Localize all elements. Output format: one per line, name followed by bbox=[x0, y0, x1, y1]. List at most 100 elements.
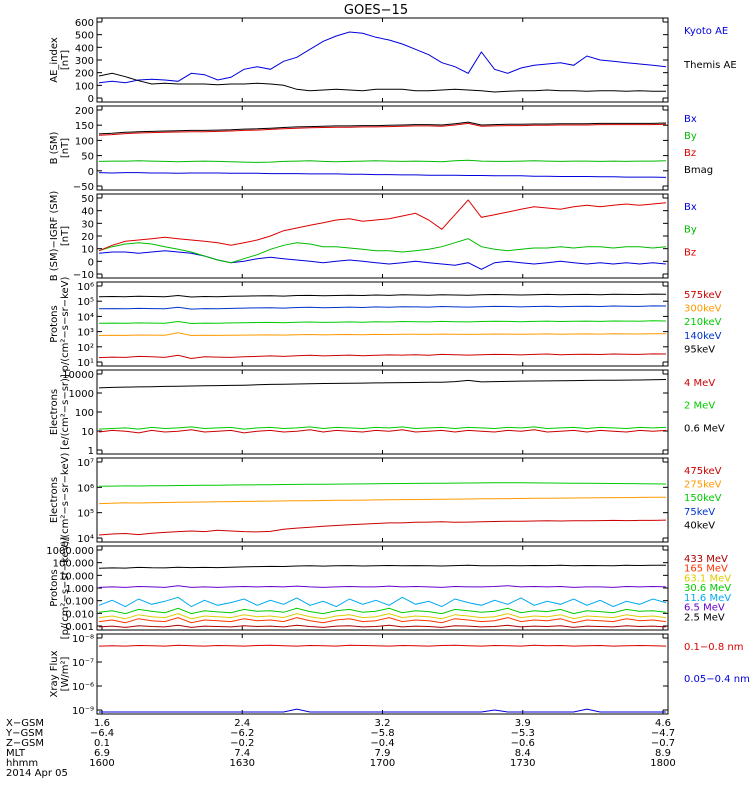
footer-x-gsm-value: 4.6 bbox=[655, 718, 671, 729]
legend-entry: 2.5 MeV bbox=[684, 612, 725, 623]
y-tick-label: 20 bbox=[81, 232, 94, 243]
footer-x-gsm-value: 3.2 bbox=[375, 718, 391, 729]
series-line-140kev bbox=[98, 305, 667, 310]
footer-x-gsm-value: 1.6 bbox=[94, 718, 110, 729]
series-line-6-5-mev bbox=[98, 585, 667, 588]
y-tick-label: 0 bbox=[88, 257, 94, 268]
y-axis-label-line: Protons bbox=[49, 305, 60, 342]
legend-entry: 0.05−0.4 nm bbox=[684, 674, 750, 685]
y-tick-label: 10⁷ bbox=[77, 458, 94, 469]
legend-entry: 433 MeV bbox=[684, 554, 728, 565]
y-tick-label: 30 bbox=[81, 219, 94, 230]
y-axis-label-line: AE_index bbox=[49, 37, 60, 83]
y-tick-label: 10⁵ bbox=[77, 509, 94, 520]
footer-mlt-value: 6.9 bbox=[94, 748, 110, 759]
footer-y-gsm-value: −6.4 bbox=[90, 728, 114, 739]
legend-entry: 275keV bbox=[684, 480, 722, 491]
y-axis-label-line: [nT] bbox=[60, 138, 71, 158]
footer-mlt-value: 8.9 bbox=[655, 748, 671, 759]
legend-entry: 63.1 MeV bbox=[684, 573, 731, 584]
y-tick-label: 50 bbox=[81, 152, 94, 163]
footer-mlt-value: 7.9 bbox=[375, 748, 391, 759]
y-tick-label: 600 bbox=[75, 18, 94, 29]
y-axis-label-line: [p/(cm²−s−sr−keV)] bbox=[60, 537, 71, 640]
y-axis-label-line: [e/(cm²−s−sr)] bbox=[60, 374, 71, 450]
series-line-210kev bbox=[98, 320, 667, 325]
series-line-150kev bbox=[98, 482, 667, 487]
legend-entry: 0.1−0.8 nm bbox=[684, 642, 743, 653]
y-tick-label: 200 bbox=[75, 69, 94, 80]
y-tick-label: 500 bbox=[75, 31, 94, 42]
y-tick-label: 0 bbox=[88, 94, 94, 105]
footer-z-gsm-value: −0.6 bbox=[511, 738, 535, 749]
footer-z-gsm-value: −0.2 bbox=[230, 738, 254, 749]
series-line-433-mev bbox=[98, 624, 667, 628]
y-tick-label: 10² bbox=[77, 343, 94, 354]
y-axis-label-line: Xray Flux bbox=[49, 650, 60, 697]
y-tick-label: 10⁻⁸ bbox=[72, 634, 94, 645]
footer-row-label: Z−GSM bbox=[6, 738, 44, 749]
legend-entry: 165 MeV bbox=[684, 564, 728, 575]
y-tick-label: 50 bbox=[81, 194, 94, 205]
series-line-themis-ae bbox=[98, 72, 666, 93]
y-tick-label: 10 bbox=[81, 245, 94, 256]
y-tick-label: 10 bbox=[81, 427, 94, 438]
series-line-2-5-mev bbox=[98, 564, 667, 569]
series-line-by bbox=[98, 159, 667, 163]
panel-protons1: 10⁶ 10⁵ 10⁴ 10³ 10² 10¹ Protonsp/(cm²−s−sr−keV… bbox=[49, 276, 722, 371]
y-tick-label: 40 bbox=[81, 207, 94, 218]
footer-row-label: MLT bbox=[6, 748, 26, 759]
series-line-bmag bbox=[98, 121, 667, 135]
y-tick-label: 1000.000 bbox=[46, 546, 94, 557]
footer-x-gsm-value: 3.9 bbox=[515, 718, 531, 729]
y-axis-label: Electrons[e/(cm²−s−sr)] bbox=[49, 374, 71, 450]
series-line-63-1-mev bbox=[98, 613, 667, 620]
legend-entry: 30.6 MeV bbox=[684, 583, 731, 594]
y-axis-label-line: B (SM)−IGRF (SM) bbox=[49, 191, 60, 282]
footer-hhmm-value: 1630 bbox=[230, 758, 255, 769]
footer-hhmm-value: 1800 bbox=[650, 758, 675, 769]
y-tick-label: 10⁶ bbox=[77, 282, 94, 293]
y-tick-label: 10⁻⁶ bbox=[72, 682, 94, 693]
y-tick-label: 150 bbox=[75, 121, 94, 132]
legend-entry: Bz bbox=[684, 148, 696, 159]
y-axis-label: Electronse/(cm²−s−sr−keV) bbox=[49, 453, 71, 548]
footer-mlt-value: 8.4 bbox=[515, 748, 531, 759]
y-tick-label: 1 bbox=[88, 446, 94, 457]
legend-entry: 4 MeV bbox=[684, 378, 715, 389]
legend-entry: 140keV bbox=[684, 331, 722, 342]
legend-entry: 6.5 MeV bbox=[684, 603, 725, 614]
y-tick-label: 0.010 bbox=[65, 609, 94, 620]
series-line-bx bbox=[98, 250, 667, 270]
y-tick-label: 10⁴ bbox=[77, 312, 94, 323]
legend-entry: 475keV bbox=[684, 466, 722, 477]
y-tick-label: 10⁵ bbox=[77, 297, 94, 308]
y-tick-label: 10⁻⁹ bbox=[72, 706, 94, 717]
footer-hhmm-value: 1730 bbox=[510, 758, 535, 769]
y-tick-label: 1.000 bbox=[65, 584, 94, 595]
legend-entry: Bmag bbox=[684, 165, 713, 176]
y-tick-label: 100 bbox=[75, 81, 94, 92]
series-line-2-mev bbox=[98, 426, 667, 430]
legend-entry: Themis AE bbox=[683, 60, 737, 71]
y-axis-label-line: p/(cm²−s−sr−keV) bbox=[60, 276, 71, 371]
footer-mlt-value: 7.4 bbox=[234, 748, 250, 759]
series-line-bx bbox=[98, 172, 667, 178]
y-tick-label: 10³ bbox=[77, 328, 94, 339]
series-line-0-6-mev bbox=[98, 379, 667, 389]
legend-entry: 11.6 MeV bbox=[684, 593, 731, 604]
y-axis-label-line: Protons bbox=[49, 569, 60, 606]
footer-y-gsm-value: −6.2 bbox=[230, 728, 254, 739]
y-axis-label-line: B (SM) bbox=[49, 131, 60, 164]
y-tick-label: 300 bbox=[75, 56, 94, 67]
legend-entry: By bbox=[684, 225, 697, 236]
legend-entry: 40keV bbox=[684, 520, 715, 531]
panel-frame bbox=[96, 193, 669, 279]
series-line-275kev bbox=[98, 496, 667, 505]
y-axis-label-line: [W/m²] bbox=[60, 656, 71, 691]
